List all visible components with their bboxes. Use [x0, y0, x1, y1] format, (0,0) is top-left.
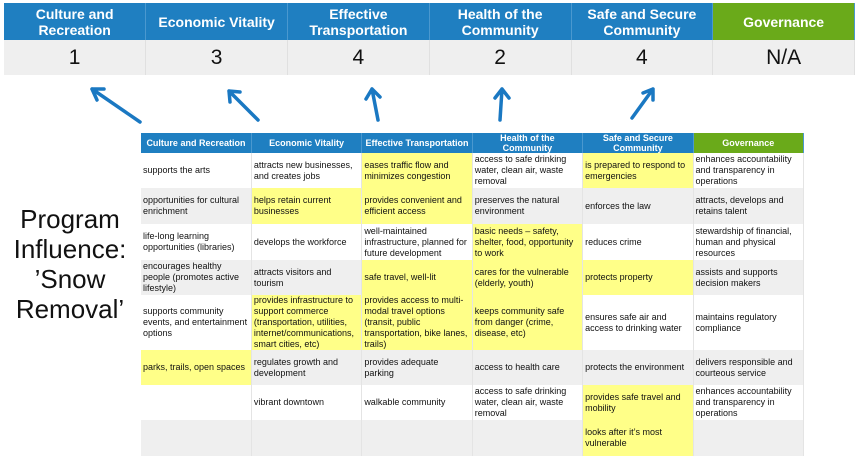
table-cell: life-long learning opportunities (librar… [141, 224, 252, 260]
detail-header: Effective Transportation [361, 133, 473, 153]
table-cell: provides access to multi-modal travel op… [361, 295, 473, 350]
detail-header: Governance [693, 133, 805, 153]
table-cell: basic needs – safety, shelter, food, opp… [472, 224, 584, 260]
summary-header: Safe and Secure Community [571, 3, 714, 40]
summary-header: Culture and Recreation [4, 3, 147, 40]
table-cell [693, 420, 805, 456]
detail-header: Culture and Recreation [141, 133, 252, 153]
arrow-icon [227, 89, 260, 122]
table-cell: opportunities for cultural enrichment [141, 188, 252, 224]
summary-score: 4 [571, 40, 714, 75]
program-influence-label: Program Influence: ’Snow Removal’ [13, 204, 127, 324]
table-cell: ensures safe air and access to drinking … [582, 295, 694, 350]
table-cell [361, 420, 473, 456]
table-cell: safe travel, well-lit [361, 260, 473, 295]
summary-header: Effective Transportation [287, 3, 430, 40]
table-cell: access to safe drinking water, clean air… [472, 153, 584, 188]
summary-score: N/A [712, 40, 855, 75]
summary-header: Economic Vitality [145, 3, 288, 40]
table-cell [141, 385, 252, 420]
table-row: life-long learning opportunities (librar… [141, 224, 805, 260]
table-cell: parks, trails, open spaces [141, 350, 252, 385]
table-row: looks after it’s most vulnerable [141, 420, 805, 456]
influence-detail-table: Culture and Recreation Economic Vitality E… [141, 133, 805, 456]
arrow-icon [493, 87, 511, 122]
table-cell [141, 420, 252, 456]
table-cell: access to health care [472, 350, 584, 385]
table-cell: helps retain current businesses [251, 188, 363, 224]
table-cell: looks after it’s most vulnerable [582, 420, 694, 456]
detail-header: Safe and Secure Community [582, 133, 694, 153]
table-cell: cares for the vulnerable (elderly, youth… [472, 260, 584, 295]
summary-header: Governance [712, 3, 855, 40]
arrow-icon [364, 87, 382, 122]
summary-score: 1 [4, 40, 147, 75]
table-cell: provides adequate parking [361, 350, 473, 385]
summary-score: 4 [287, 40, 430, 75]
detail-header: Economic Vitality [251, 133, 363, 153]
table-cell: protects the environment [582, 350, 694, 385]
table-cell: develops the workforce [251, 224, 363, 260]
table-cell: well-maintained infrastructure, planned … [361, 224, 473, 260]
table-row: encourages healthy people (promotes acti… [141, 260, 805, 295]
table-row: supports the arts attracts new businesses… [141, 153, 805, 188]
table-cell: reduces crime [582, 224, 694, 260]
table-row: parks, trails, open spaces regulates grow… [141, 350, 805, 385]
table-cell: stewardship of financial, human and phys… [693, 224, 805, 260]
table-cell: supports the arts [141, 153, 252, 188]
arrows [90, 87, 655, 124]
table-cell [251, 420, 363, 456]
table-cell: regulates growth and development [251, 350, 363, 385]
table-cell: provides safe travel and mobility [582, 385, 694, 420]
table-cell: provides infrastructure to support comme… [251, 295, 363, 350]
table-cell: vibrant downtown [251, 385, 363, 420]
table-cell: is prepared to respond to emergencies [582, 153, 694, 188]
table-cell: enforces the law [582, 188, 694, 224]
summary-score: 3 [145, 40, 288, 75]
table-cell: keeps community safe from danger (crime,… [472, 295, 584, 350]
table-cell: attracts new businesses, and creates job… [251, 153, 363, 188]
table-cell: protects property [582, 260, 694, 295]
table-cell: attracts visitors and tourism [251, 260, 363, 295]
summary-header: Health of the Community [429, 3, 572, 40]
table-cell: eases traffic flow and minimizes congest… [361, 153, 473, 188]
table-cell: enhances accountability and transparency… [693, 385, 805, 420]
table-cell: enhances accountability and transparency… [693, 153, 805, 188]
score-summary-table: Culture and Recreation Economic Vitality E… [4, 3, 855, 75]
table-row: vibrant downtown walkable community access… [141, 385, 805, 420]
table-cell: provides convenient and efficient access [361, 188, 473, 224]
summary-score: 2 [429, 40, 572, 75]
detail-header: Health of the Community [472, 133, 584, 153]
table-cell: walkable community [361, 385, 473, 420]
table-cell: supports community events, and entertain… [141, 295, 252, 350]
table-cell: encourages healthy people (promotes acti… [141, 260, 252, 295]
table-row: opportunities for cultural enrichment hel… [141, 188, 805, 224]
arrow-icon [90, 87, 142, 124]
table-row: supports community events, and entertain… [141, 295, 805, 350]
table-cell: maintains regulatory compliance [693, 295, 805, 350]
arrow-icon [630, 87, 655, 120]
table-cell: preserves the natural environment [472, 188, 584, 224]
table-cell: access to safe drinking water, clean air… [472, 385, 584, 420]
table-cell: assists and supports decision makers [693, 260, 805, 295]
table-cell [472, 420, 584, 456]
table-cell: delivers responsible and courteous servi… [693, 350, 805, 385]
table-cell: attracts, develops and retains talent [693, 188, 805, 224]
